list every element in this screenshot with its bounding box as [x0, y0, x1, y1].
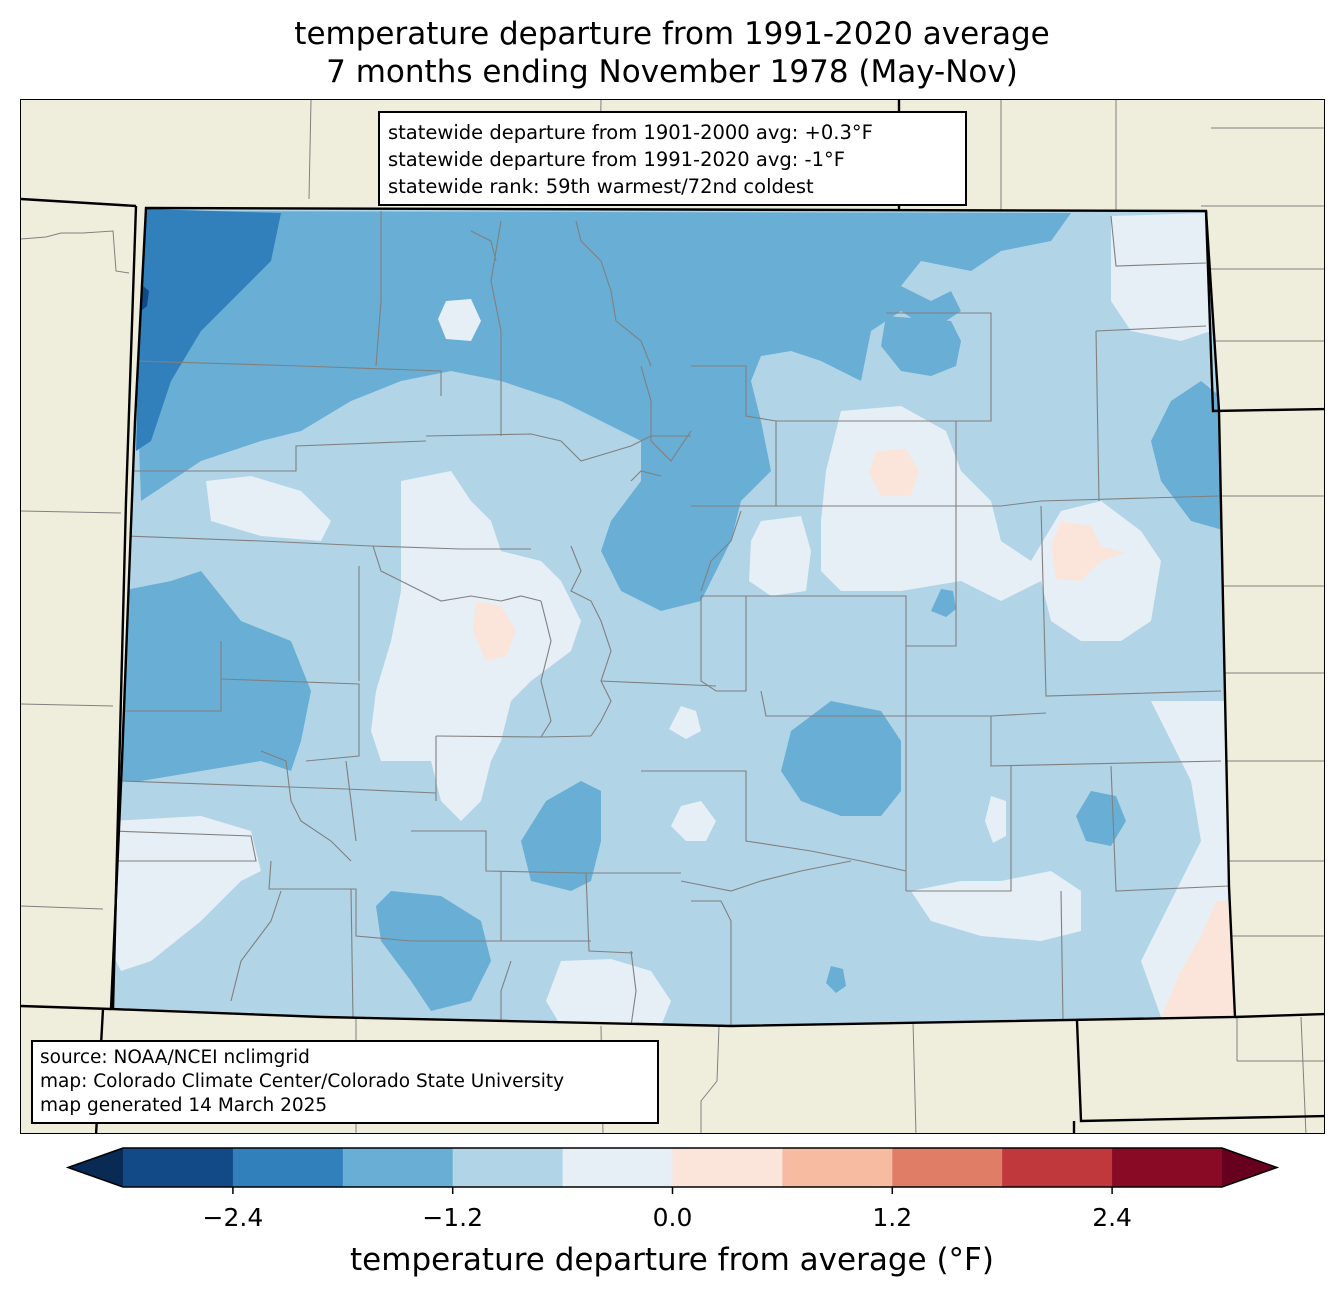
- colorbar-segment: [342, 1148, 454, 1187]
- map-title-line2: 7 months ending November 1978 (May-Nov): [326, 54, 1018, 90]
- colorbar-tick-label: 2.4: [1092, 1203, 1132, 1232]
- colorado-county-lines: [111, 211, 1230, 1026]
- map-panel: [20, 99, 1325, 1134]
- source-info-box: source: NOAA/NCEI nclimgrid map: Colorad…: [31, 1040, 659, 1124]
- temperature-departure-map: [21, 100, 1324, 1133]
- colorbar-segment: [232, 1148, 344, 1187]
- colorado-border: [109, 206, 1237, 1028]
- colorbar-tick-label: −1.2: [422, 1203, 484, 1232]
- generated-date-line: map generated 14 March 2025: [40, 1095, 328, 1116]
- colorbar: [65, 1147, 1280, 1194]
- colorbar-label: temperature departure from average (°F): [350, 1242, 994, 1278]
- colorbar-over-arrow: [1222, 1148, 1277, 1187]
- colorbar-under-arrow: [68, 1148, 123, 1187]
- colorbar-outline: [65, 1147, 1280, 1188]
- statewide-stats-box: statewide departure from 1901-2000 avg: …: [378, 111, 967, 206]
- temperature-contours: [111, 208, 1235, 1026]
- stat-rank: statewide rank: 59th warmest/72nd coldes…: [388, 175, 814, 198]
- colorbar-segment: [452, 1148, 564, 1187]
- stat-departure-1991-2020: statewide departure from 1991-2020 avg: …: [388, 148, 845, 171]
- colorbar-tick-label: −2.4: [202, 1203, 264, 1232]
- colorbar-segment: [672, 1148, 783, 1187]
- colorbar-segment: [562, 1148, 673, 1187]
- stat-departure-1901-2000: statewide departure from 1901-2000 avg: …: [388, 121, 873, 144]
- map-credit-line: map: Colorado Climate Center/Colorado St…: [40, 1071, 565, 1092]
- colorbar-segment: [1112, 1148, 1223, 1187]
- colorbar-tick-label: 1.2: [872, 1203, 913, 1232]
- colorbar-segment: [782, 1148, 893, 1187]
- colorbar-segment: [892, 1148, 1003, 1187]
- colorbar-segment: [123, 1148, 234, 1187]
- colorbar-tick-label: 0.0: [652, 1203, 693, 1232]
- source-line: source: NOAA/NCEI nclimgrid: [40, 1047, 310, 1068]
- colorbar-segment: [1002, 1148, 1113, 1187]
- map-title-line1: temperature departure from 1991-2020 ave…: [294, 16, 1050, 52]
